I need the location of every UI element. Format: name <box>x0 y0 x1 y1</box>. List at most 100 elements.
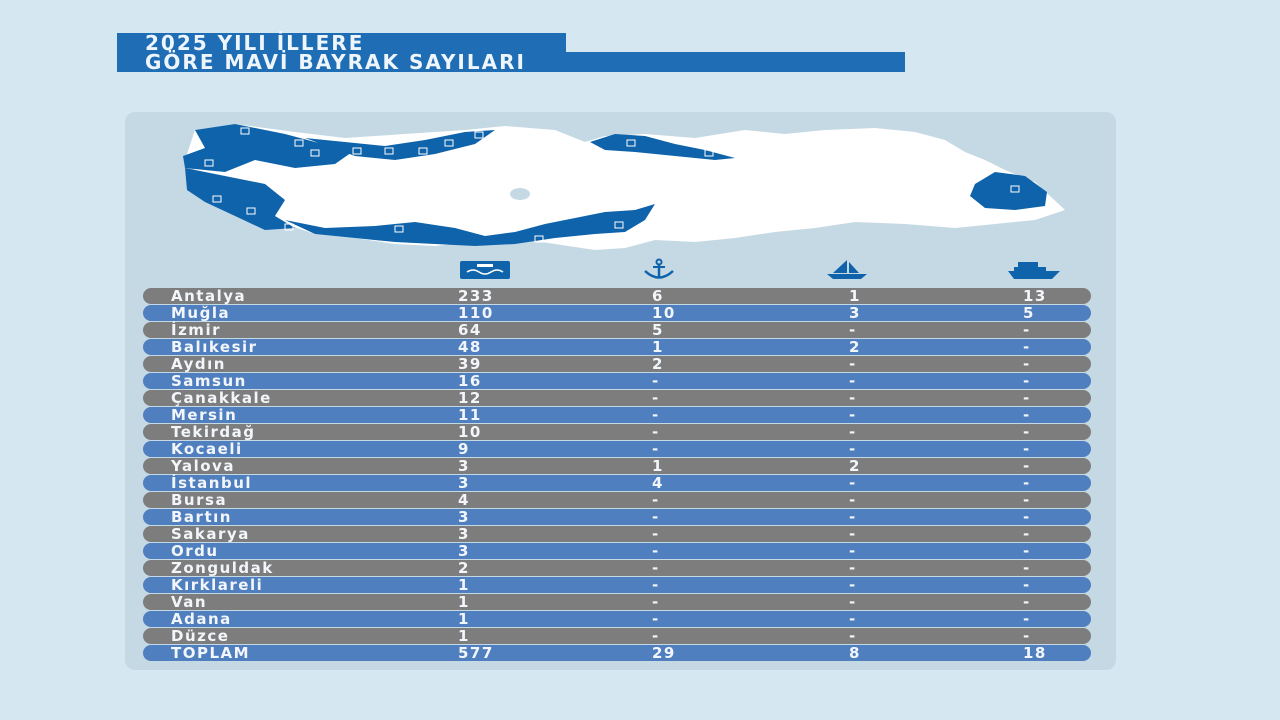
map-region-marmara <box>183 124 355 172</box>
table-cell: - <box>652 406 660 424</box>
table-cell: - <box>849 355 857 373</box>
map-region-samsun-ordu <box>590 134 735 160</box>
title-line-2: GÖRE MAVİ BAYRAK SAYILARI <box>117 52 905 72</box>
province-name: İzmir <box>171 321 221 339</box>
province-name: Tekirdağ <box>171 423 256 441</box>
table-cell: 3 <box>849 304 861 322</box>
table-cell: - <box>849 406 857 424</box>
table-row: Van 1 - - - <box>143 594 1091 610</box>
table-cell: 48 <box>458 338 482 356</box>
table-cell: - <box>1023 406 1031 424</box>
province-name: Van <box>171 593 208 611</box>
table-cell: - <box>849 508 857 526</box>
table-cell: 39 <box>458 355 482 373</box>
table-cell: - <box>849 559 857 577</box>
table-cell: 16 <box>458 372 482 390</box>
table-cell: 10 <box>652 304 676 322</box>
province-name: Balıkesir <box>171 338 258 356</box>
table-cell: 1 <box>458 576 470 594</box>
table-cell: - <box>1023 627 1031 645</box>
table-cell: - <box>1023 321 1031 339</box>
province-name: Çanakkale <box>171 389 272 407</box>
table-cell: - <box>849 491 857 509</box>
table-cell: - <box>1023 440 1031 458</box>
table-cell: 9 <box>458 440 470 458</box>
table-cell: - <box>652 593 660 611</box>
table-cell: - <box>1023 372 1031 390</box>
table-cell: - <box>652 559 660 577</box>
table-cell: - <box>849 423 857 441</box>
province-name: Bursa <box>171 491 228 509</box>
table-cell: - <box>652 508 660 526</box>
total-cell: 29 <box>652 644 676 662</box>
table-cell: - <box>849 372 857 390</box>
table-cell: 2 <box>849 338 861 356</box>
table-cell: 3 <box>458 474 470 492</box>
total-cell: 8 <box>849 644 861 662</box>
table-cell: - <box>1023 610 1031 628</box>
table-cell: - <box>1023 542 1031 560</box>
table-cell: - <box>652 542 660 560</box>
table-cell: - <box>652 610 660 628</box>
table-cell: 10 <box>458 423 482 441</box>
table-cell: - <box>1023 576 1031 594</box>
province-name: Ordu <box>171 542 219 560</box>
province-name: Yalova <box>171 457 235 475</box>
total-cell: 577 <box>458 644 494 662</box>
province-name: Kırklareli <box>171 576 264 594</box>
table-cell: - <box>849 576 857 594</box>
table-cell: 11 <box>458 406 482 424</box>
table-cell: 1 <box>458 627 470 645</box>
table-row: Samsun 16 - - - <box>143 373 1091 389</box>
map-region-mediterranean <box>285 204 655 246</box>
table-cell: - <box>1023 355 1031 373</box>
total-cell: 18 <box>1023 644 1047 662</box>
table-cell: 64 <box>458 321 482 339</box>
table-cell: 2 <box>458 559 470 577</box>
province-name: Mersin <box>171 406 238 424</box>
province-name: Sakarya <box>171 525 250 543</box>
province-name: Samsun <box>171 372 247 390</box>
table-cell: - <box>652 389 660 407</box>
table-row: Yalova 3 1 2 - <box>143 458 1091 474</box>
table-cell: 1 <box>849 287 861 305</box>
table-cell: - <box>652 627 660 645</box>
table-cell: - <box>652 372 660 390</box>
table-cell: - <box>849 389 857 407</box>
table-cell: - <box>1023 491 1031 509</box>
table-cell: - <box>849 610 857 628</box>
table-row: Düzce 1 - - - <box>143 628 1091 644</box>
table-cell: - <box>1023 593 1031 611</box>
table-row: Bartın 3 - - - <box>143 509 1091 525</box>
table-cell: 3 <box>458 508 470 526</box>
table-cell: 1 <box>458 593 470 611</box>
table-cell: 13 <box>1023 287 1047 305</box>
table-cell: - <box>652 491 660 509</box>
table-cell: - <box>849 440 857 458</box>
table-cell: - <box>652 423 660 441</box>
province-name: Antalya <box>171 287 247 305</box>
table-cell: 2 <box>652 355 664 373</box>
table-cell: - <box>1023 389 1031 407</box>
table-cell: 4 <box>458 491 470 509</box>
table-row: Çanakkale 12 - - - <box>143 390 1091 406</box>
map-lake-tuz <box>510 188 530 200</box>
total-label: TOPLAM <box>171 644 251 662</box>
title-line-1: 2025 YILI İLLERE <box>117 33 566 53</box>
table-cell: - <box>849 593 857 611</box>
table-cell: 5 <box>652 321 664 339</box>
table-cell: 2 <box>849 457 861 475</box>
table-cell: 233 <box>458 287 494 305</box>
table-cell: 1 <box>652 457 664 475</box>
ship-icon <box>1008 262 1060 279</box>
map-region-van <box>970 172 1047 210</box>
table-cell: 1 <box>458 610 470 628</box>
table-cell: - <box>1023 525 1031 543</box>
province-name: İstanbul <box>171 474 253 492</box>
province-name: Adana <box>171 610 232 628</box>
table-row: Kocaeli 9 - - - <box>143 441 1091 457</box>
table-cell: - <box>849 627 857 645</box>
province-name: Bartın <box>171 508 232 526</box>
province-name: Düzce <box>171 627 230 645</box>
table-cell: - <box>1023 559 1031 577</box>
